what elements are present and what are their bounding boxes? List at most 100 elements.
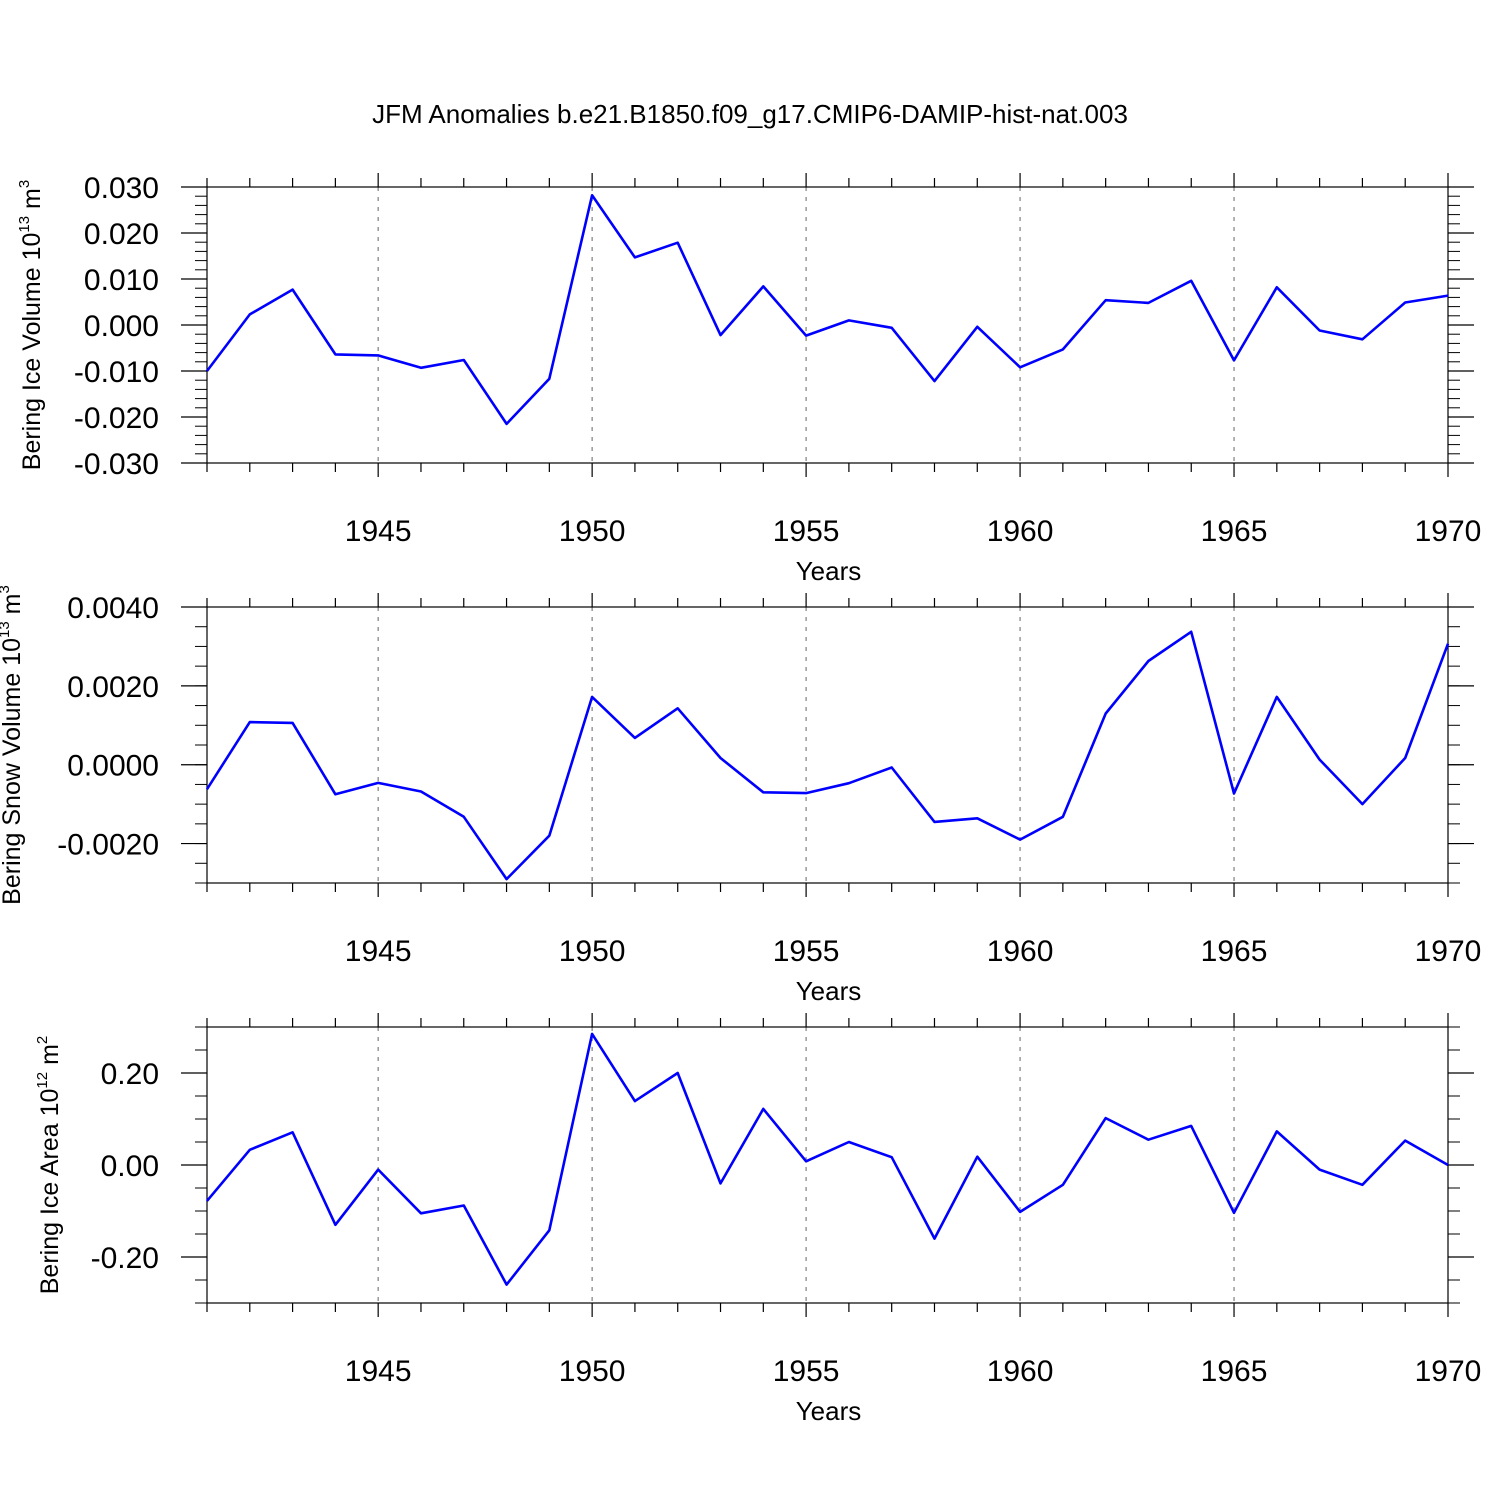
snow-volume-point-1955 — [804, 791, 808, 795]
ice-area-point-1964 — [1189, 1124, 1193, 1128]
y-axis-label-unit: m — [18, 188, 46, 216]
x-tick-label: 1970 — [1415, 515, 1482, 548]
ice-volume-point-1968 — [1360, 337, 1364, 341]
x-tick-label: 1965 — [1201, 515, 1268, 548]
y-tick-label: 0.030 — [84, 172, 159, 205]
ice-volume-point-1945 — [376, 353, 380, 357]
ice-area-frame — [206, 1026, 1449, 1304]
ice-area-point-1969 — [1403, 1139, 1407, 1143]
snow-volume-point-1965 — [1232, 791, 1236, 795]
x-tick-label: 1965 — [1201, 935, 1268, 968]
ice-volume-point-1970 — [1446, 294, 1450, 298]
snow-volume-frame — [206, 606, 1449, 884]
snow-volume-point-1949 — [547, 834, 551, 838]
y-axis-label-exponent: 13 — [16, 216, 33, 233]
ice-volume-point-1969 — [1403, 300, 1407, 304]
x-axis-label: Years — [796, 976, 862, 1006]
ice-area-point-1966 — [1275, 1129, 1279, 1133]
ice-volume-point-1950 — [590, 193, 594, 197]
x-tick-label: 1955 — [773, 935, 840, 968]
ice-area-point-1955 — [804, 1159, 808, 1163]
y-axis-label-exponent: 12 — [34, 1072, 51, 1089]
snow-volume-point-1963 — [1146, 659, 1150, 663]
y-tick-label: 0.010 — [84, 264, 159, 297]
x-tick-label: 1945 — [345, 1355, 412, 1388]
snow-volume-point-1948 — [505, 877, 509, 881]
snow-volume-point-1968 — [1360, 802, 1364, 806]
snow-volume-series-line — [205, 630, 1450, 881]
x-tick-label: 1965 — [1201, 1355, 1268, 1388]
x-axis-label: Years — [796, 1396, 862, 1426]
snow-volume-point-1953 — [719, 756, 723, 760]
snow-volume-point-1956 — [847, 781, 851, 785]
ice-area-point-1963 — [1146, 1138, 1150, 1142]
x-tick-label: 1970 — [1415, 935, 1482, 968]
x-tick-label: 1945 — [345, 515, 412, 548]
ice-area-series-line — [206, 1032, 1449, 1286]
ice-volume-point-1955 — [804, 334, 808, 338]
ice-area-point-1962 — [1104, 1116, 1108, 1120]
ice-area-point-1945 — [376, 1168, 380, 1172]
ice-volume-point-1961 — [1061, 347, 1065, 351]
y-axis-label: Bering Ice Volume 1013 m3 — [16, 180, 46, 470]
ice-volume-point-1963 — [1146, 301, 1150, 305]
y-axis-label-unit: m — [36, 1044, 64, 1072]
chart-title: JFM Anomalies b.e21.B1850.f09_g17.CMIP6-… — [372, 99, 1128, 129]
x-tick-label: 1945 — [345, 935, 412, 968]
ice-area-point-1968 — [1360, 1183, 1364, 1187]
ice-volume-point-1956 — [847, 318, 851, 322]
snow-volume-point-1969 — [1403, 756, 1407, 760]
ice-area-point-1951 — [633, 1099, 637, 1103]
snow-volume-point-1960 — [1018, 838, 1022, 842]
ice-volume-point-1948 — [505, 422, 509, 426]
ice-volume-point-1954 — [761, 284, 765, 288]
ice-area-point-1942 — [248, 1148, 252, 1152]
ice-area-point-1956 — [847, 1140, 851, 1144]
y-tick-label: 0.00 — [101, 1150, 159, 1183]
snow-volume-panel: 1945 1950 1955 1960 1965 1970 Years -0.0020 0.00… — [0, 585, 1481, 1006]
ice-area-point-1947 — [462, 1203, 466, 1207]
x-tick-label: 1960 — [987, 935, 1054, 968]
y-axis-label: Bering Ice Area 1012 m2 — [34, 1036, 64, 1295]
x-axis-label: Years — [796, 556, 862, 586]
ice-area-point-1946 — [419, 1211, 423, 1215]
ice-volume-point-1962 — [1104, 298, 1108, 302]
y-axis-label-exponent: 13 — [0, 621, 13, 638]
ice-area-point-1959 — [975, 1155, 979, 1159]
y-tick-label: -0.0020 — [57, 829, 159, 862]
ice-volume-series-line — [205, 194, 1449, 426]
ice-area-point-1950 — [590, 1032, 594, 1036]
snow-volume-point-1958 — [932, 820, 936, 824]
y-axis-label-text: Bering Snow Volume 10 — [0, 638, 26, 905]
ice-area-point-1970 — [1446, 1163, 1450, 1167]
ice-volume-point-1960 — [1018, 365, 1022, 369]
ice-area-point-1957 — [890, 1155, 894, 1159]
snow-volume-point-1941 — [205, 787, 209, 791]
ice-volume-point-1947 — [462, 358, 466, 362]
y-tick-label: 0.0040 — [67, 592, 159, 625]
snow-volume-point-1950 — [590, 695, 594, 699]
snow-volume-point-1966 — [1275, 695, 1279, 699]
x-tick-label: 1950 — [559, 1355, 626, 1388]
snow-volume-point-1954 — [761, 790, 765, 794]
snow-volume-point-1964 — [1189, 630, 1193, 634]
ice-area-point-1958 — [932, 1237, 936, 1241]
snow-volume-point-1957 — [890, 765, 894, 769]
ice-volume-frame — [206, 186, 1449, 464]
ice-area-point-1952 — [676, 1071, 680, 1075]
ice-volume-point-1944 — [333, 352, 337, 356]
ice-volume-point-1966 — [1275, 285, 1279, 289]
ice-volume-point-1946 — [419, 366, 423, 370]
snow-volume-point-1967 — [1318, 758, 1322, 762]
ice-volume-panel: 1945 1950 1955 1960 1965 1970 Years -0.030 -0.02… — [16, 172, 1481, 586]
ice-area-point-1944 — [333, 1223, 337, 1227]
ice-volume-point-1958 — [932, 379, 936, 383]
ice-volume-point-1965 — [1232, 358, 1236, 362]
ice-volume-point-1952 — [676, 241, 680, 245]
y-tick-label: 0.020 — [84, 218, 159, 251]
ice-area-point-1948 — [505, 1283, 509, 1287]
snow-volume-point-1946 — [419, 790, 423, 794]
x-tick-label: 1950 — [559, 935, 626, 968]
snow-volume-point-1952 — [676, 706, 680, 710]
ice-area-point-1943 — [291, 1130, 295, 1134]
